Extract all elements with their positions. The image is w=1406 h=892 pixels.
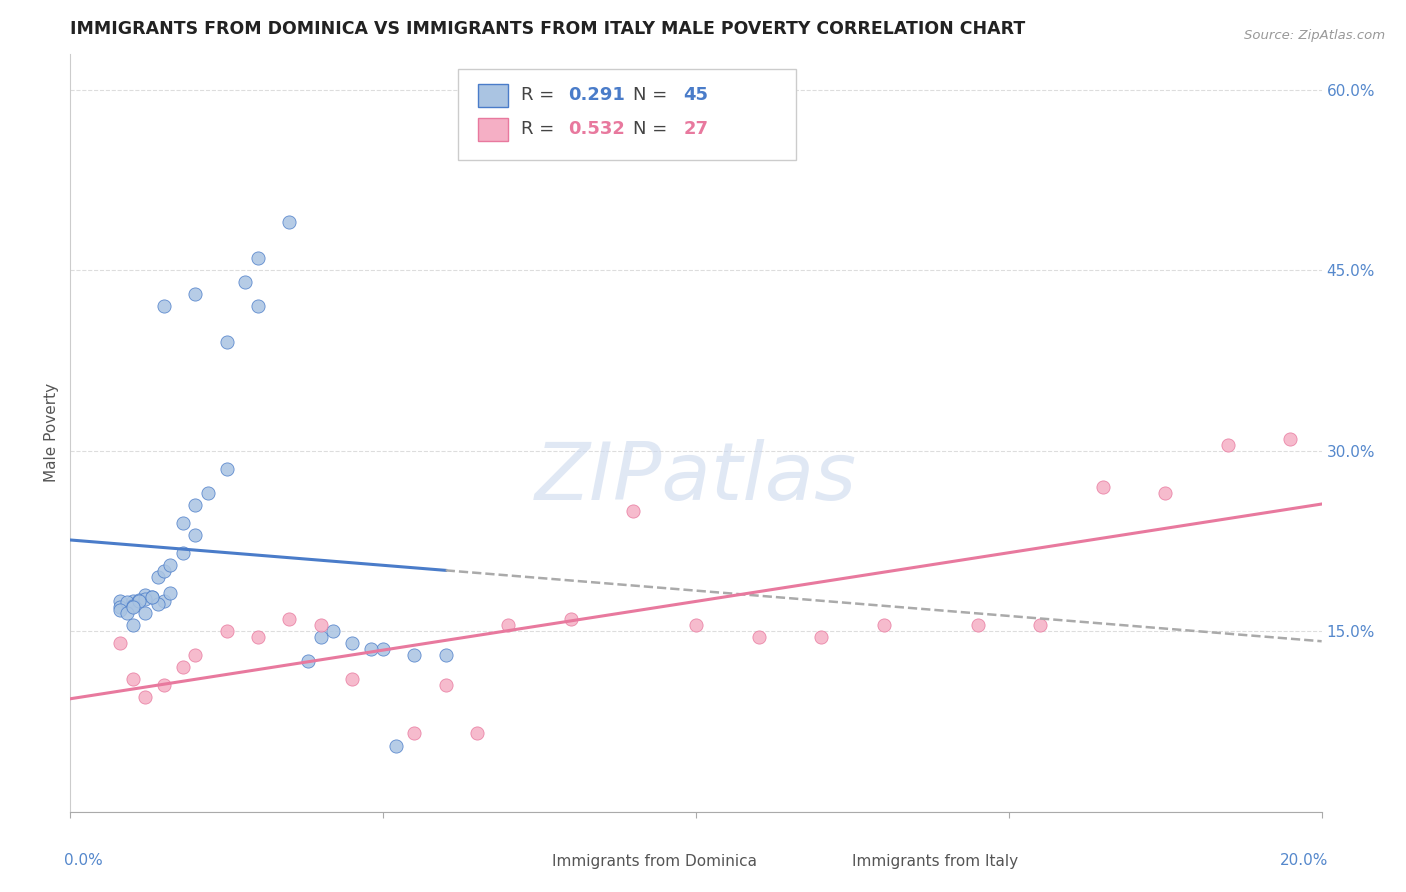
Point <box>128 594 150 608</box>
Text: 0.0%: 0.0% <box>65 854 103 869</box>
Point <box>184 498 207 512</box>
Point <box>115 595 138 609</box>
Point <box>560 612 582 626</box>
Point <box>172 546 194 560</box>
Point <box>141 591 163 605</box>
Point <box>134 690 156 705</box>
Point <box>153 594 176 608</box>
FancyBboxPatch shape <box>478 118 509 141</box>
Point <box>872 618 894 632</box>
Point <box>184 648 207 663</box>
FancyBboxPatch shape <box>458 69 796 160</box>
Point <box>247 251 270 265</box>
Point <box>360 642 382 657</box>
Point <box>121 673 145 687</box>
Point <box>134 606 156 620</box>
Point <box>434 678 457 692</box>
Point <box>1091 480 1114 494</box>
Point <box>110 602 132 616</box>
Point <box>215 461 238 475</box>
Point <box>309 618 332 632</box>
Text: 20.0%: 20.0% <box>1279 854 1327 869</box>
Point <box>121 599 145 613</box>
Point <box>121 600 145 615</box>
Point <box>966 618 988 632</box>
Point <box>498 618 520 632</box>
Point <box>172 660 194 674</box>
Point <box>278 215 301 229</box>
Text: Immigrants from Italy: Immigrants from Italy <box>852 854 1018 869</box>
Text: Immigrants from Dominica: Immigrants from Dominica <box>553 854 756 869</box>
Text: R =: R = <box>520 120 560 138</box>
Point <box>121 594 145 608</box>
Text: 45: 45 <box>683 87 709 104</box>
Text: 27: 27 <box>683 120 709 138</box>
Point <box>128 593 150 607</box>
Point <box>115 606 138 620</box>
Text: 0.291: 0.291 <box>568 87 626 104</box>
Point <box>153 678 176 692</box>
Text: IMMIGRANTS FROM DOMINICA VS IMMIGRANTS FROM ITALY MALE POVERTY CORRELATION CHART: IMMIGRANTS FROM DOMINICA VS IMMIGRANTS F… <box>70 21 1025 38</box>
Point <box>215 624 238 639</box>
Point <box>247 630 270 644</box>
Point <box>110 594 132 608</box>
Point <box>1216 437 1239 451</box>
Point <box>146 597 169 611</box>
Point <box>159 585 181 599</box>
FancyBboxPatch shape <box>820 854 845 871</box>
Point <box>153 564 176 578</box>
Point <box>146 570 169 584</box>
Point <box>404 726 426 740</box>
Text: 0.532: 0.532 <box>568 120 626 138</box>
Point <box>621 504 644 518</box>
Point <box>309 630 332 644</box>
Point <box>278 612 301 626</box>
Point <box>297 654 319 668</box>
FancyBboxPatch shape <box>478 84 509 107</box>
Text: N =: N = <box>633 87 673 104</box>
Point <box>371 642 394 657</box>
Point <box>184 528 207 542</box>
Text: R =: R = <box>520 87 560 104</box>
Point <box>215 335 238 350</box>
Point <box>685 618 707 632</box>
Point <box>184 287 207 301</box>
Text: ZIPatlas: ZIPatlas <box>534 439 858 517</box>
Point <box>134 591 156 606</box>
Point <box>1154 485 1177 500</box>
Point <box>121 618 145 632</box>
Text: N =: N = <box>633 120 673 138</box>
Point <box>110 636 132 650</box>
FancyBboxPatch shape <box>520 854 544 871</box>
Point <box>340 673 363 687</box>
Point <box>404 648 426 663</box>
Point <box>110 600 132 615</box>
Point <box>322 624 344 639</box>
Text: Source: ZipAtlas.com: Source: ZipAtlas.com <box>1244 29 1385 42</box>
Point <box>747 630 769 644</box>
Point <box>247 299 270 313</box>
Point <box>340 636 363 650</box>
Point <box>141 591 163 605</box>
Y-axis label: Male Poverty: Male Poverty <box>44 383 59 483</box>
Point <box>134 588 156 602</box>
Point <box>197 485 219 500</box>
Point <box>434 648 457 663</box>
Point <box>121 598 145 612</box>
Point <box>153 299 176 313</box>
Point <box>159 558 181 572</box>
Point <box>465 726 488 740</box>
Point <box>384 739 406 753</box>
Point <box>1279 432 1302 446</box>
Point <box>1029 618 1052 632</box>
Point <box>235 275 257 289</box>
Point <box>810 630 832 644</box>
Point <box>172 516 194 530</box>
